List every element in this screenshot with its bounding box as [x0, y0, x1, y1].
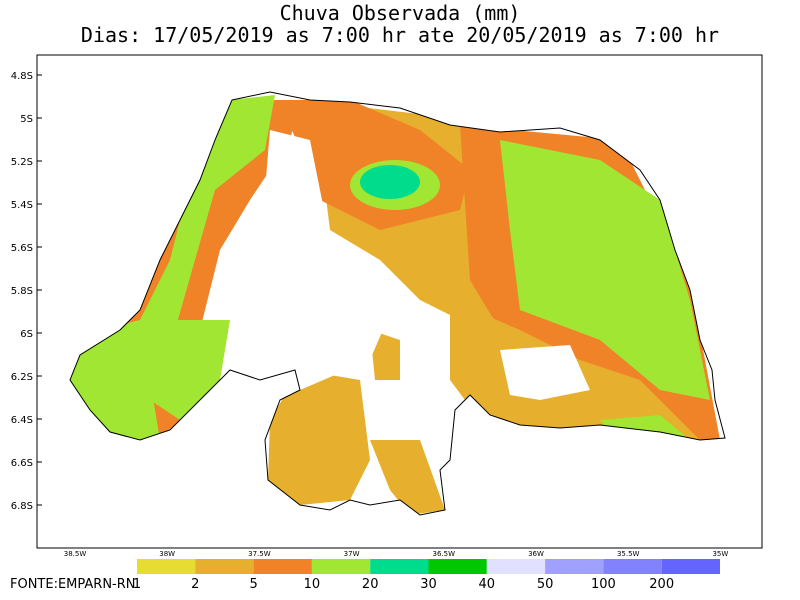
lat-label: 6S	[20, 329, 33, 340]
lon-label: 37.5W	[248, 550, 271, 558]
legend-label: 20	[362, 577, 379, 592]
legend-swatch	[486, 559, 546, 574]
legend-swatch	[603, 559, 662, 574]
lat-label: 5S	[20, 114, 33, 125]
lat-label: 4.8S	[11, 71, 33, 82]
legend-label: 5	[249, 577, 257, 592]
lon-label: 36W	[528, 550, 544, 558]
lat-label: 5.6S	[11, 243, 33, 254]
map-subtitle: Dias: 17/05/2019 as 7:00 hr ate 20/05/20…	[81, 23, 719, 47]
lat-label: 5.8S	[11, 286, 33, 297]
lon-label: 35W	[712, 550, 728, 558]
lat-label: 6.8S	[11, 501, 33, 512]
legend-swatch	[137, 559, 196, 574]
map-title: Chuva Observada (mm)	[280, 1, 521, 25]
lon-labels: 38.5W 38W 37.5W 37W 36.5W 36W 35.5W 35W	[64, 550, 729, 558]
rain-field	[70, 92, 725, 515]
lon-label: 38.5W	[64, 550, 87, 558]
lon-label: 37W	[344, 550, 360, 558]
legend-swatch	[545, 559, 604, 574]
legend-swatch	[428, 559, 487, 574]
legend-label: 10	[304, 577, 321, 592]
lat-label: 5.2S	[11, 157, 33, 168]
legend-label: 100	[591, 577, 616, 592]
legend-label: 2	[191, 577, 199, 592]
legend-label: 50	[537, 577, 554, 592]
lat-label: 6.6S	[11, 458, 33, 469]
lon-label: 38W	[159, 550, 175, 558]
legend-label: 200	[649, 577, 674, 592]
legend: 1 2 5 10 20 30 40 50 100 200	[133, 559, 720, 592]
map-frame	[36, 54, 763, 549]
legend-swatch	[370, 559, 429, 574]
lon-label: 36.5W	[433, 550, 456, 558]
legend-swatch	[661, 559, 720, 574]
source: FONTE:EMPARN-RN	[10, 577, 136, 592]
legend-label: 1	[133, 577, 141, 592]
legend-swatch	[195, 559, 254, 574]
legend-swatch	[253, 559, 312, 574]
legend-label: 30	[420, 577, 437, 592]
lat-label: 6.4S	[11, 415, 33, 426]
legend-label: 40	[479, 577, 496, 592]
lat-label: 5.4S	[11, 200, 33, 211]
legend-swatch	[311, 559, 371, 574]
lon-label: 35.5W	[617, 550, 640, 558]
lat-label: 6.2S	[11, 372, 33, 383]
lat-labels: 4.8S 5S 5.2S 5.4S 5.6S 5.8S 6S 6.2S 6.4S 6.6S 6.8S	[11, 71, 42, 512]
